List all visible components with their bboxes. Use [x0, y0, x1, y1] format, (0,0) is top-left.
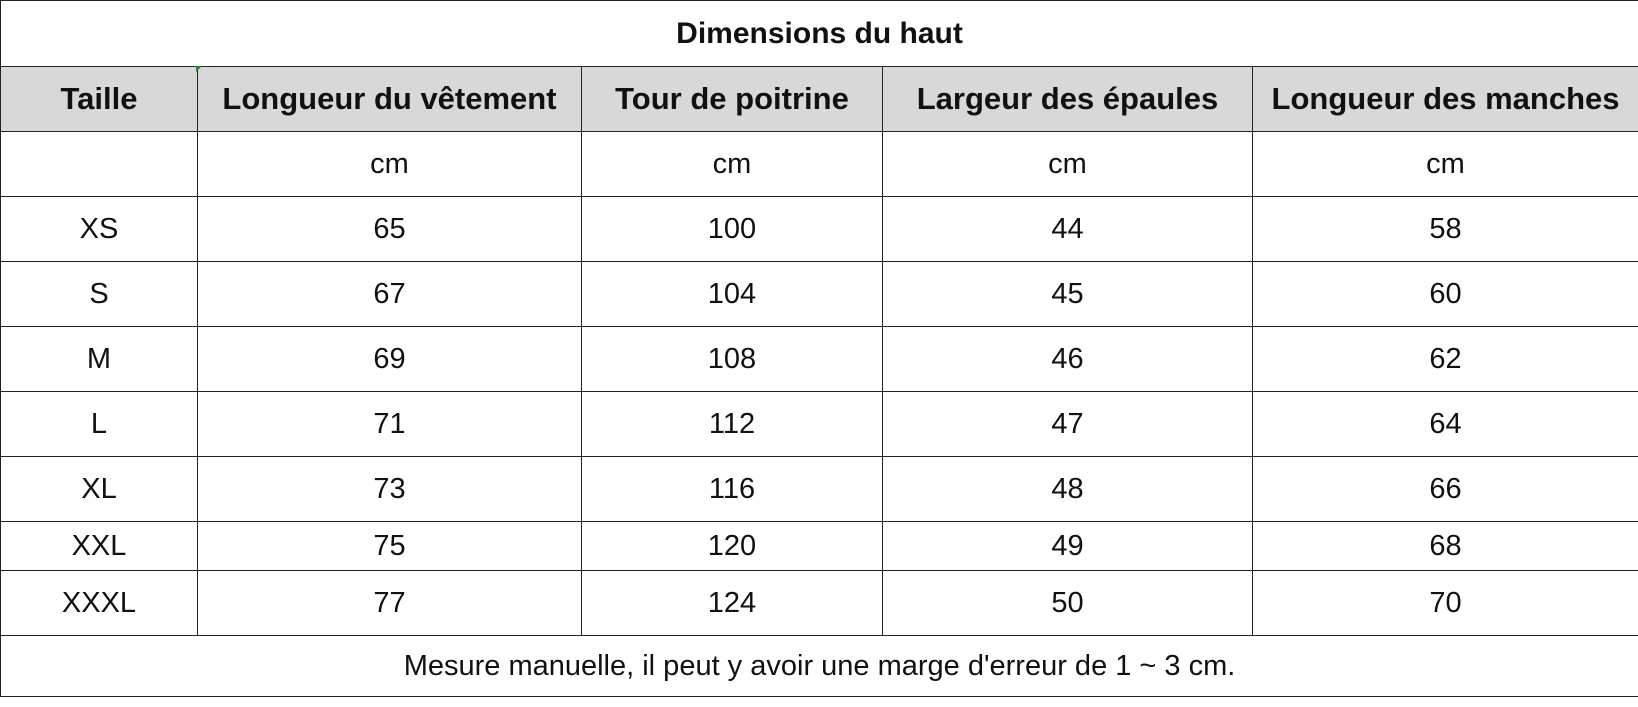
table-cell: 64: [1251, 391, 1638, 457]
column-header-garment-length: Longueur du vêtement: [197, 66, 582, 132]
table-cell: 69: [197, 326, 582, 392]
table-cell: 50: [882, 570, 1253, 636]
size-cell: L: [0, 391, 198, 457]
header-row: Taille Longueur du vêtement Tour de poit…: [0, 66, 1638, 132]
size-cell: XL: [0, 456, 198, 522]
table-cell: 47: [882, 391, 1253, 457]
column-header-sleeve-length: Longueur des manches: [1251, 66, 1638, 132]
size-cell: XXXL: [0, 570, 198, 636]
size-cell: XS: [0, 196, 198, 262]
table-row: L 71 112 47 64: [0, 391, 1638, 457]
table-row: XXXL 77 124 50 70: [0, 570, 1638, 636]
table-cell: 124: [581, 570, 883, 636]
table-cell: 66: [1251, 456, 1638, 522]
table-cell: 60: [1251, 261, 1638, 327]
table-cell: 77: [197, 570, 582, 636]
table-cell: 108: [581, 326, 883, 392]
unit-cell: cm: [581, 131, 883, 197]
column-header-size: Taille: [0, 66, 198, 132]
table-cell: 71: [197, 391, 582, 457]
table-cell: 48: [882, 456, 1253, 522]
table-cell: 75: [197, 521, 582, 571]
table-cell: 62: [1251, 326, 1638, 392]
table-cell: 73: [197, 456, 582, 522]
table-cell: 100: [581, 196, 883, 262]
table-row: M 69 108 46 62: [0, 326, 1638, 392]
column-header-chest: Tour de poitrine: [581, 66, 883, 132]
table-row: XS 65 100 44 58: [0, 196, 1638, 262]
table-cell: 112: [581, 391, 883, 457]
table-cell: 120: [581, 521, 883, 571]
unit-cell: cm: [1251, 131, 1638, 197]
unit-cell: cm: [197, 131, 582, 197]
table-cell: 58: [1251, 196, 1638, 262]
unit-cell: [0, 131, 198, 197]
table-row: S 67 104 45 60: [0, 261, 1638, 327]
size-cell: S: [0, 261, 198, 327]
table-cell: 44: [882, 196, 1253, 262]
table-cell: 49: [882, 521, 1253, 571]
table-cell: 67: [197, 261, 582, 327]
table-cell: 65: [197, 196, 582, 262]
note-row: Mesure manuelle, il peut y avoir une mar…: [0, 635, 1638, 697]
table-title: Dimensions du haut: [0, 0, 1638, 67]
table-cell: 45: [882, 261, 1253, 327]
table-cell: 46: [882, 326, 1253, 392]
table-cell: 68: [1251, 521, 1638, 571]
cell-comment-marker: [196, 66, 202, 72]
unit-cell: cm: [882, 131, 1253, 197]
table-cell: 116: [581, 456, 883, 522]
size-cell: M: [0, 326, 198, 392]
title-row: Dimensions du haut: [0, 0, 1638, 67]
table-cell: 70: [1251, 570, 1638, 636]
table-row: XL 73 116 48 66: [0, 456, 1638, 522]
unit-row: cm cm cm cm: [0, 131, 1638, 197]
table-row: XXL 75 120 49 68: [0, 521, 1638, 571]
column-header-shoulder-width: Largeur des épaules: [882, 66, 1253, 132]
table-cell: 104: [581, 261, 883, 327]
measurement-note: Mesure manuelle, il peut y avoir une mar…: [0, 635, 1638, 697]
size-cell: XXL: [0, 521, 198, 571]
